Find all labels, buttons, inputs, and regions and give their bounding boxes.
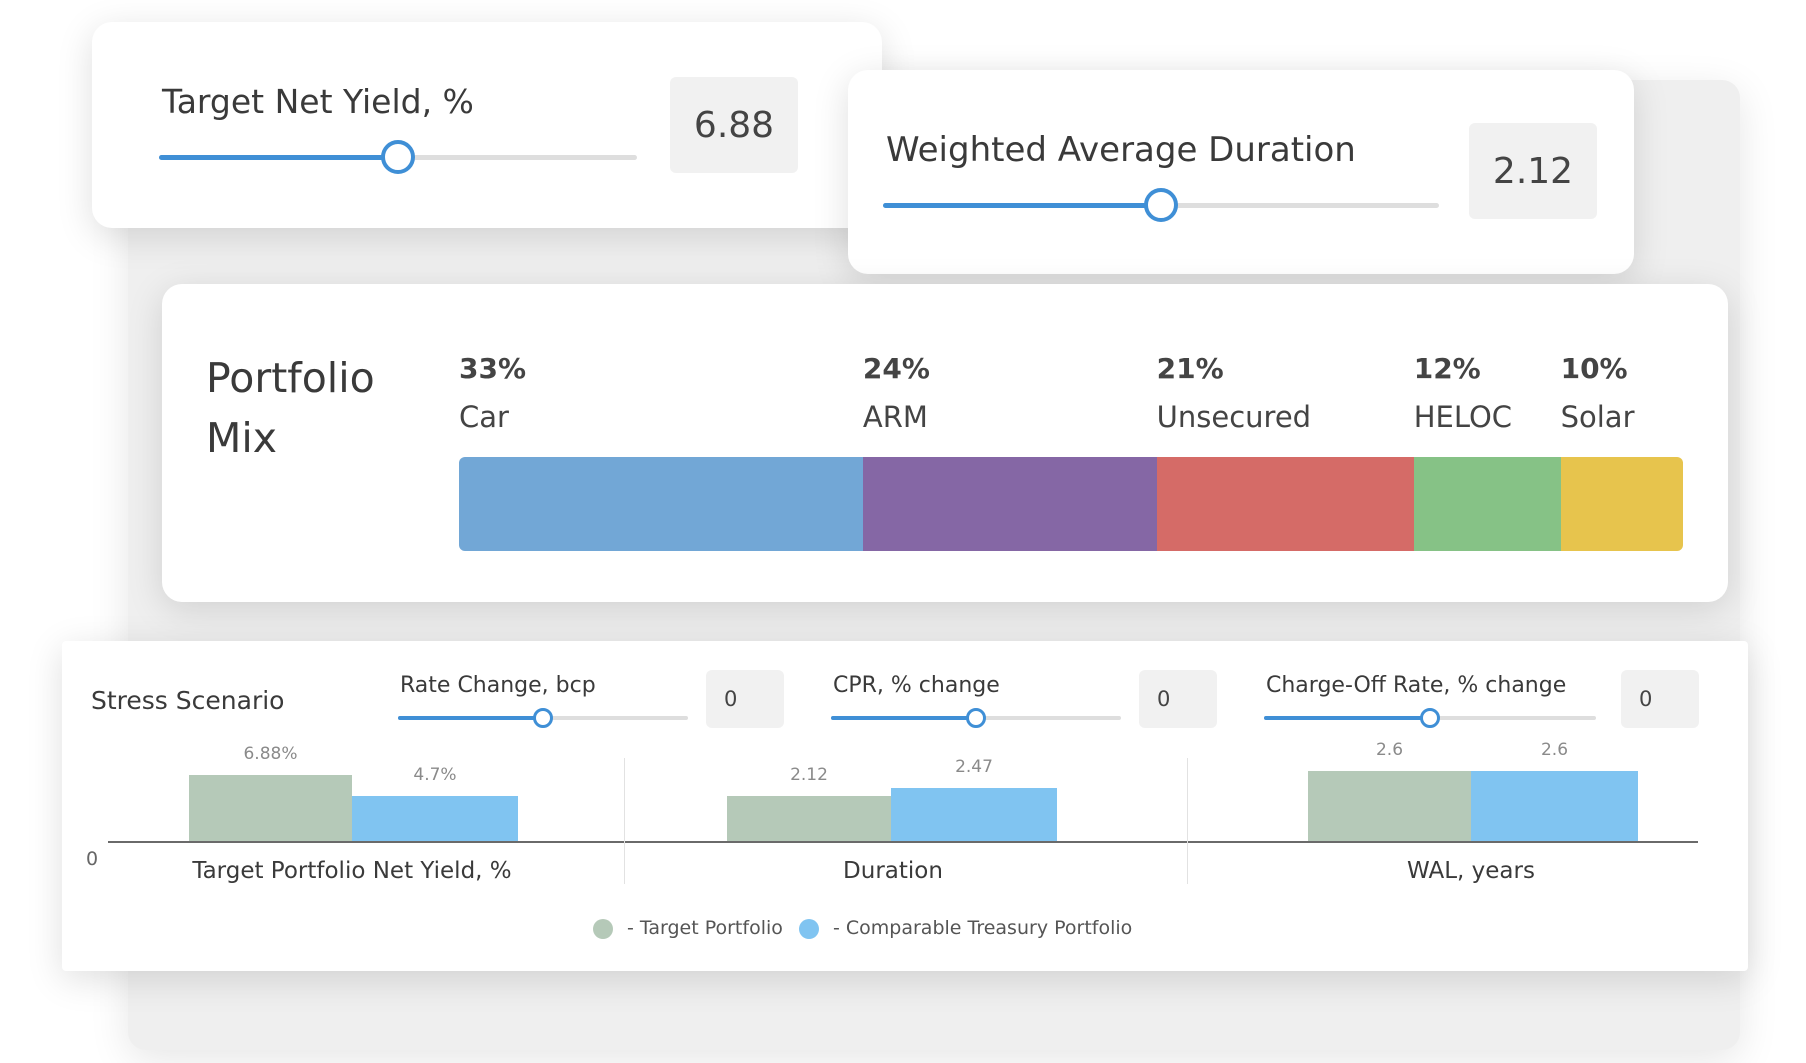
mix-segment-arm[interactable] [862,457,1157,551]
mix-pct-arm: 24% [862,352,930,385]
bar-label-net-yield-treasury: 4.7% [413,764,457,785]
duration-card: Weighted Average Duration 2.12 [848,70,1634,274]
charge-off-rate-value[interactable]: 0 [1621,670,1699,728]
legend-target-portfolio: - Target Portfolio [627,917,783,939]
bar-label-net-yield-target: 6.88% [243,744,298,764]
charge-off-rate-slider-thumb[interactable] [1420,708,1440,728]
duration-value[interactable]: 2.12 [1469,123,1597,219]
cpr-slider-thumb[interactable] [966,708,986,728]
duration-label: Weighted Average Duration [886,130,1356,170]
portfolio-mix-title: Portfolio Mix [206,348,375,468]
rate-change-slider-fill [398,716,543,720]
mix-segment-solar[interactable] [1560,457,1683,551]
target-yield-slider-thumb[interactable] [381,140,415,174]
mix-pct-solar: 10% [1560,352,1628,385]
mix-segment-car[interactable] [459,457,863,551]
mix-name-heloc: HELOC [1413,400,1513,434]
bar-net-yield-treasury [352,795,518,841]
bar-duration-treasury [891,788,1057,841]
bar-wal-target [1308,771,1471,841]
legend-target-portfolio-icon [593,919,613,939]
category-label-wal: WAL, years [1407,858,1535,884]
cpr-slider[interactable] [831,708,1121,728]
rate-change-label: Rate Change, bcp [400,673,596,698]
category-label-net-yield: Target Portfolio Net Yield, % [192,858,512,884]
chart-divider [624,758,625,884]
mix-name-car: Car [459,400,509,434]
duration-slider[interactable] [883,188,1439,222]
cpr-value[interactable]: 0 [1139,670,1217,728]
bar-label-wal-treasury: 2.6 [1540,740,1569,760]
target-yield-slider[interactable] [159,140,637,174]
mix-segment-unsecured[interactable] [1156,457,1414,551]
bar-duration-target [727,795,891,841]
portfolio-mix-title-line2: Mix [206,414,278,462]
rate-change-slider-thumb[interactable] [533,708,553,728]
bar-label-duration-treasury: 2.47 [955,757,993,777]
chart-baseline [108,841,1698,843]
chart-zero-label: 0 [86,848,99,870]
mix-pct-unsecured: 21% [1156,352,1224,385]
charge-off-rate-slider[interactable] [1264,708,1596,728]
charge-off-rate-slider-fill [1264,716,1430,720]
target-yield-value[interactable]: 6.88 [670,77,798,173]
cpr-slider-fill [831,716,976,720]
portfolio-mix-title-line1: Portfolio [206,354,375,402]
target-yield-card: Target Net Yield, % 6.88 [92,22,882,228]
target-yield-label: Target Net Yield, % [162,82,474,121]
mix-name-unsecured: Unsecured [1156,400,1312,434]
bar-wal-treasury [1471,771,1638,841]
target-yield-slider-fill [159,155,398,160]
duration-slider-thumb[interactable] [1144,188,1178,222]
bar-label-duration-target: 2.12 [790,764,828,785]
legend-treasury-portfolio: - Comparable Treasury Portfolio [833,917,1133,939]
charge-off-rate-label: Charge-Off Rate, % change [1266,673,1567,698]
mix-name-solar: Solar [1560,400,1635,434]
cpr-label: CPR, % change [833,673,1000,698]
portfolio-mix-card [162,284,1728,602]
mix-segment-heloc[interactable] [1413,457,1561,551]
bar-net-yield-target [189,775,352,841]
legend-treasury-portfolio-icon [799,919,819,939]
rate-change-value[interactable]: 0 [706,670,784,728]
category-label-duration: Duration [843,858,943,884]
rate-change-slider[interactable] [398,708,688,728]
mix-name-arm: ARM [862,400,928,434]
duration-slider-fill [883,203,1161,208]
chart-divider [1187,758,1188,884]
stress-scenario-title: Stress Scenario [91,686,285,715]
bar-label-wal-target: 2.6 [1375,740,1404,760]
mix-pct-heloc: 12% [1413,352,1481,385]
mix-pct-car: 33% [459,352,527,385]
